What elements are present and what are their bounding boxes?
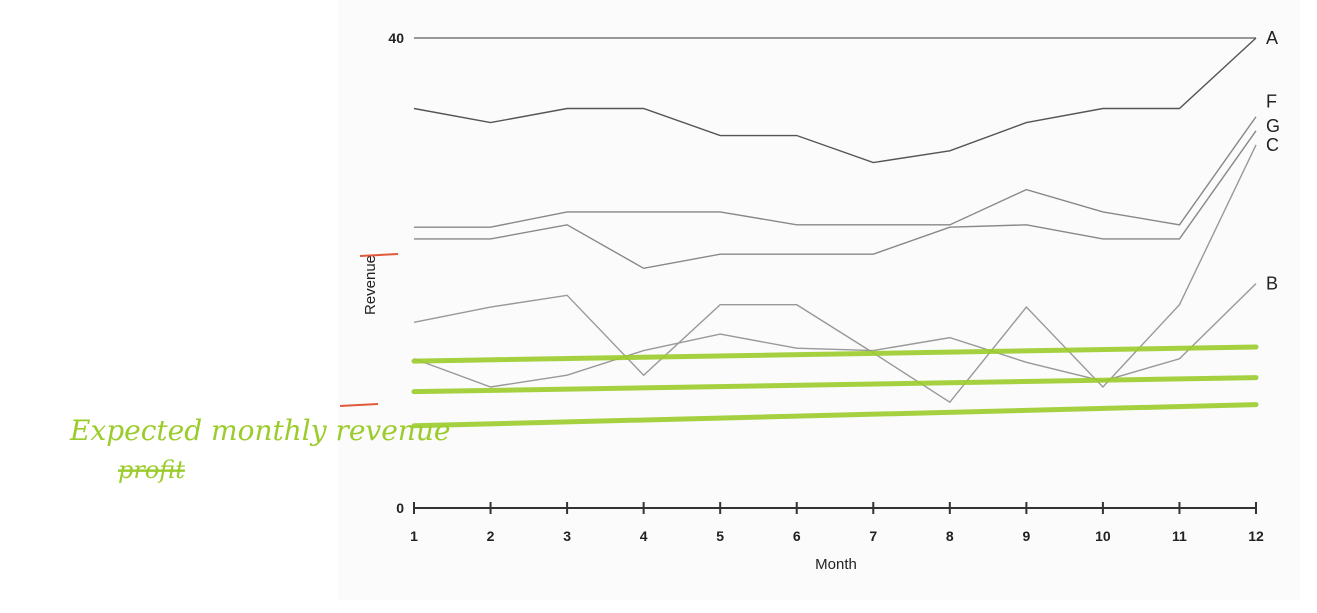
series-line-unlabeled-1 [413,37,1257,164]
ylabel-red-mark [359,253,399,257]
annotation-strikethrough: profit [118,456,185,484]
x-tick-label: 4 [640,528,648,544]
x-tick-label: 8 [946,528,954,544]
series-line-C [413,144,1257,404]
y-tick-label: 0 [396,500,404,516]
expected-line-1 [411,344,1259,364]
expected-line-3 [411,402,1259,429]
x-tick-label: 9 [1022,528,1030,544]
series-line-B [413,283,1257,388]
x-tick-label: 7 [869,528,877,544]
series-label-G: G [1266,116,1280,136]
plot-paper [338,0,1300,600]
x-tick-label: 6 [793,528,801,544]
series-label-B: B [1266,274,1278,294]
annotation-note: Expected monthly revenue [69,414,450,447]
series-line-F [414,116,1257,228]
expected-revenue-lines [411,344,1259,429]
annotation-red-pointer [339,403,379,407]
series-label-C: C [1266,135,1279,155]
x-tick-label: 2 [487,528,495,544]
x-tick-label: 3 [563,528,571,544]
y-tick-label: 40 [388,30,404,46]
x-tick-labels: 1 2 3 4 5 6 7 8 9 10 11 12 [410,528,1264,544]
series-label-F: F [1266,92,1277,112]
x-axis-title: Month [815,556,857,573]
expected-line-2 [411,375,1259,395]
x-ticks [413,502,1257,514]
x-tick-label: 5 [716,528,724,544]
series-lines [413,37,1257,404]
series-label-A: A [1266,28,1278,48]
y-axis-title: Revenue [362,255,379,315]
series-line-G [414,130,1257,270]
x-tick-label: 11 [1172,528,1187,544]
x-tick-label: 1 [410,528,418,544]
x-tick-label: 12 [1248,528,1264,544]
series-labels: A FGC B [1266,28,1280,294]
y-tick-labels: 0 40 [388,30,404,516]
handwritten-annotation: Expected monthly revenue profit [69,344,1259,484]
x-tick-label: 10 [1095,528,1111,544]
